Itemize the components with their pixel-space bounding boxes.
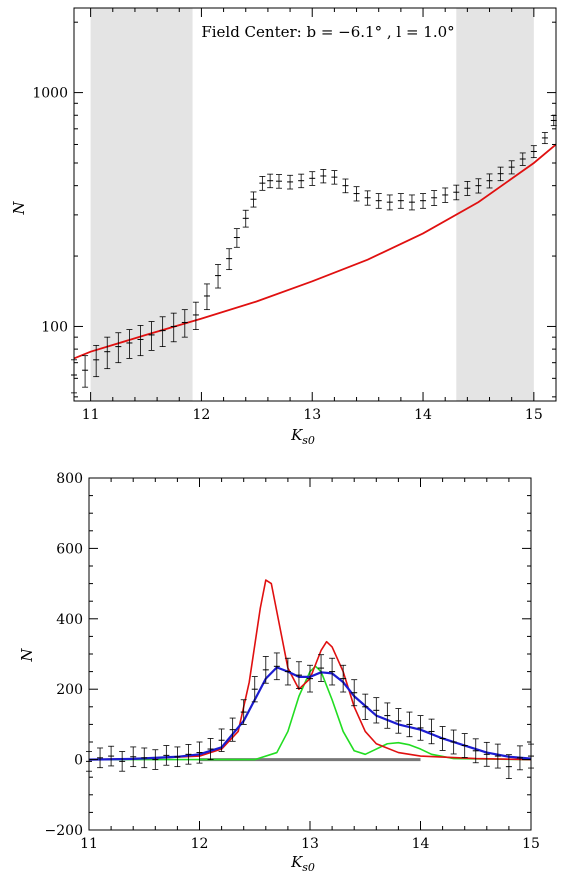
top-plot-frame [73,7,557,402]
shaded-region-1 [456,8,534,401]
data-points [71,115,557,394]
shaded-region-0 [90,8,193,401]
bottom-x-axis-title: Ks0 [290,853,315,874]
y-tick-label: 400 [56,612,83,628]
x-tick-label: 12 [193,407,211,423]
bottom-y-axis-title: N [18,648,36,663]
y-tick-label: 1000 [32,86,68,102]
top-y-ticks: 100 1000 [32,21,556,398]
x-tick-label: 13 [303,407,321,423]
y-tick-label: −200 [45,823,83,839]
green-model-curve [89,665,532,761]
top-y-axis-title: N [10,201,28,216]
x-tick-label: 14 [414,407,432,423]
x-tick-label: 13 [301,836,319,852]
top-x-ticks: 11 12 13 14 15 [82,8,543,423]
x-tick-label: 12 [191,836,209,852]
bottom-plot-frame [88,477,532,831]
bottom-x-ticks: 11 12 13 14 15 [80,478,540,852]
shaded-regions [90,8,534,401]
y-tick-label: 200 [56,682,83,698]
x-tick-label: 15 [525,407,543,423]
y-tick-label: 600 [56,541,83,557]
x-tick-label: 15 [522,836,540,852]
x-tick-label: 11 [82,407,100,423]
y-tick-label: 0 [74,753,83,769]
top-panel: 11 12 13 14 15 100 1000 Field Center: b = −6.… [10,7,557,447]
field-center-annotation: Field Center: b = −6.1° , l = 1.0° [201,23,454,41]
x-tick-label: 11 [80,836,98,852]
y-tick-label: 800 [56,471,83,487]
y-tick-label: 100 [41,319,68,335]
top-x-axis-title: Ks0 [290,426,315,447]
fit-curve [73,143,557,360]
bottom-y-ticks: −200 0 200 400 600 800 [45,471,531,839]
x-tick-label: 14 [412,836,430,852]
fit-curve-line [73,143,557,360]
red-model-curve [88,579,532,761]
bottom-panel: 11 12 13 14 15 −200 0 200 400 600 800 N Ks0 [18,471,540,874]
data-points [86,652,534,780]
